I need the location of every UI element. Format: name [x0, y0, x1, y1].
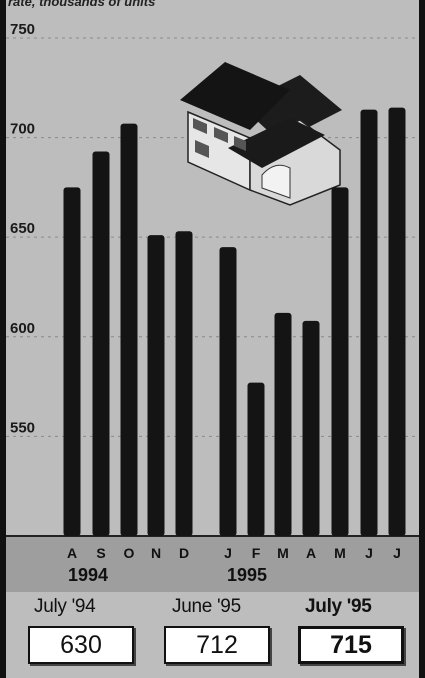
bar-4 [175, 231, 193, 536]
y-tick-label: 650 [10, 220, 35, 237]
bar-11 [388, 107, 406, 536]
bar-5 [219, 247, 237, 536]
month-label-10: J [365, 545, 373, 561]
y-tick-label: 600 [10, 320, 35, 337]
y-tick-label: 700 [10, 121, 35, 138]
period-label-july-95: July '95 [305, 596, 372, 617]
year-label-1994: 1994 [68, 565, 108, 585]
month-label-3: N [151, 545, 161, 561]
bar-2 [120, 123, 138, 536]
axis-band [6, 536, 419, 592]
bar-1 [92, 151, 110, 536]
value-box-july-94: 630 [28, 626, 134, 664]
bar-9 [331, 187, 349, 536]
y-tick-label: 750 [10, 21, 35, 38]
bar-6 [247, 382, 265, 536]
bar-3 [147, 235, 165, 536]
period-label-july-94: July '94 [34, 596, 96, 617]
month-label-0: A [67, 545, 77, 561]
chart-subtitle: rate, thousands of units [8, 0, 156, 9]
year-label-1995: 1995 [227, 565, 267, 585]
bar-7 [274, 312, 292, 536]
month-label-8: A [306, 545, 316, 561]
month-label-9: M [334, 545, 346, 561]
bar-10 [360, 109, 378, 536]
month-label-4: D [179, 545, 189, 561]
value-box-june-95: 712 [164, 626, 270, 664]
month-label-2: O [124, 545, 135, 561]
month-label-1: S [96, 545, 105, 561]
month-label-11: J [393, 545, 401, 561]
value-box-july-95: 715 [298, 626, 404, 664]
house-icon [180, 62, 342, 206]
month-label-5: J [224, 545, 232, 561]
period-label-june-95: June '95 [172, 596, 241, 617]
month-label-7: M [277, 545, 289, 561]
y-tick-label: 550 [10, 419, 35, 436]
month-label-6: F [252, 545, 261, 561]
bar-0 [63, 187, 81, 536]
bar-8 [302, 320, 320, 536]
